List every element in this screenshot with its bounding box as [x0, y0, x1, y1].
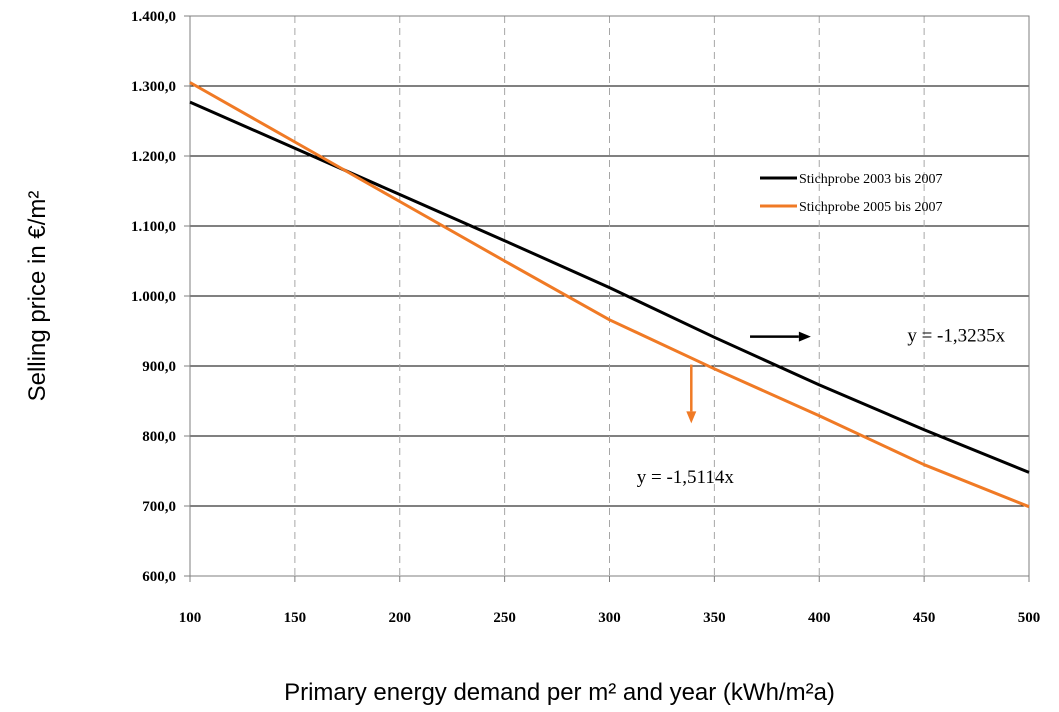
- annotation-arrowhead: [798, 331, 811, 342]
- legend-label: Stichprobe 2003 bis 2007: [799, 172, 943, 187]
- y-tick-label: 1.400,0: [131, 9, 176, 25]
- annotation-layer: y = -1,3235x y = -1,5114x: [637, 326, 1006, 488]
- arrow-layer: [686, 331, 811, 424]
- series-line-2: [189, 81, 1030, 509]
- series-line-1: [189, 100, 1030, 474]
- y-tick-label: 1.200,0: [131, 149, 176, 165]
- y-tick-label: 1.000,0: [131, 289, 176, 305]
- x-tick-label: 450: [913, 610, 936, 626]
- legend-label: Stichprobe 2005 bis 2007: [799, 200, 943, 215]
- x-tick-label: 250: [493, 610, 516, 626]
- y-axis-title: Selling price in €/m²: [24, 191, 51, 402]
- plot-frame: [189, 15, 1030, 577]
- legend: Stichprobe 2003 bis 2007 Stichprobe 2005 …: [760, 172, 943, 215]
- tick-layer: 600,0 700,0 800,0 900,0 1.000,0 1.100,0 1.200,…: [131, 9, 1040, 626]
- equation-label: y = -1,5114x: [637, 467, 735, 488]
- x-tick-label: 150: [284, 610, 307, 626]
- x-axis-title: Primary energy demand per m² and year (k…: [284, 679, 835, 706]
- y-tick-label: 700,0: [142, 499, 176, 515]
- series-layer: [189, 81, 1030, 509]
- y-tick-label: 1.300,0: [131, 79, 176, 95]
- y-tick-label: 800,0: [142, 429, 176, 445]
- y-tick-label: 1.100,0: [131, 219, 176, 235]
- x-tick-label: 200: [389, 610, 412, 626]
- x-tick-label: 100: [179, 610, 202, 626]
- equation-label: y = -1,3235x: [907, 326, 1005, 347]
- x-tick-label: 350: [703, 610, 726, 626]
- x-tick-label: 400: [808, 610, 831, 626]
- y-tick-label: 900,0: [142, 359, 176, 375]
- x-tick-label: 500: [1018, 610, 1041, 626]
- grid-layer: [184, 15, 1030, 582]
- y-tick-label: 600,0: [142, 569, 176, 585]
- annotation-arrowhead: [686, 411, 697, 424]
- x-tick-label: 300: [598, 610, 621, 626]
